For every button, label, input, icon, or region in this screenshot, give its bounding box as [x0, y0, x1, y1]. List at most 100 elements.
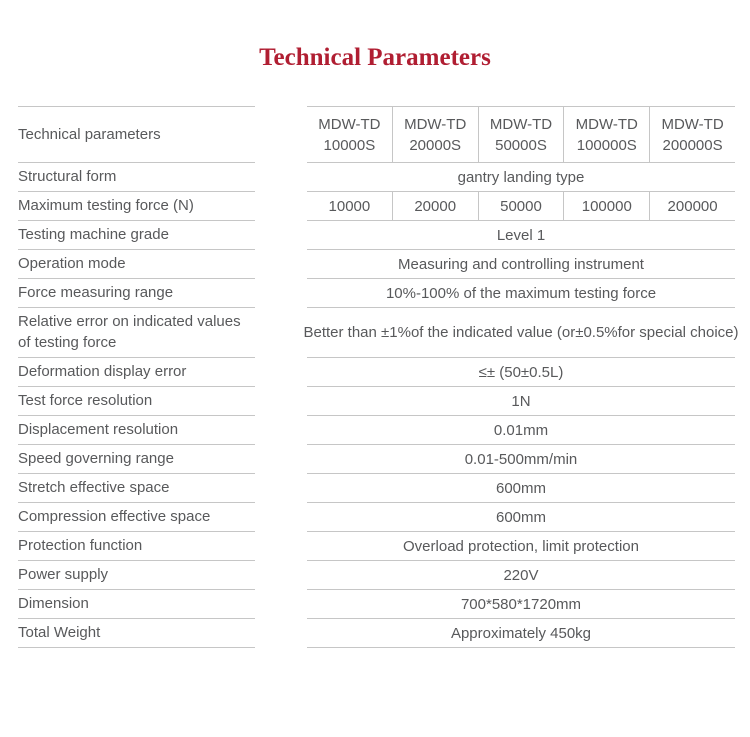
model-column-header: MDW-TD 10000S: [307, 107, 393, 162]
column-gap: [255, 106, 307, 163]
row-label: Protection function: [18, 532, 255, 561]
row-label: Test force resolution: [18, 387, 255, 416]
column-gap: [255, 416, 307, 445]
row-label: Force measuring range: [18, 279, 255, 308]
spec-row: Structural form gantry landing type: [18, 163, 735, 192]
row-value: ≤± (50±0.5L): [307, 358, 735, 387]
row-value-text: 0.01-500mm/min: [464, 450, 578, 468]
table-header-row: Technical parameters MDW-TD 10000S MDW-TD 2…: [18, 106, 735, 163]
row-label: Deformation display error: [18, 358, 255, 387]
spec-row: Power supply 220V: [18, 561, 735, 590]
model-number-text: 10000S: [323, 136, 376, 154]
model-column-header: MDW-TD 200000S: [650, 107, 735, 162]
row-label: Stretch effective space: [18, 474, 255, 503]
row-label: Dimension: [18, 590, 255, 619]
spec-row: Test force resolution 1N: [18, 387, 735, 416]
force-value-cell: 200000: [667, 197, 718, 215]
table-corner-label: Technical parameters: [18, 106, 255, 163]
row-value: Overload protection, limit protection: [307, 532, 735, 561]
row-label: Operation mode: [18, 250, 255, 279]
model-series-text: MDW-TD: [575, 115, 638, 133]
force-value-cell: 50000: [479, 192, 565, 220]
spec-row: Testing machine grade Level 1: [18, 221, 735, 250]
row-value: 600mm: [307, 503, 735, 532]
column-gap: [255, 590, 307, 619]
spec-row: Maximum testing force (N) 10000 20000 50000…: [18, 192, 735, 221]
page-title: Technical Parameters: [259, 44, 491, 71]
column-gap: [255, 619, 307, 648]
row-value-text: 10%-100% of the maximum testing force: [385, 284, 657, 302]
row-value-text: 0.01mm: [493, 421, 549, 439]
model-columns-header: MDW-TD 10000S MDW-TD 20000S MDW-TD 50000S MDW-…: [307, 106, 735, 163]
force-value-cell: 20000: [393, 192, 479, 220]
row-value-text: Overload protection, limit protection: [403, 537, 639, 555]
row-value: Better than ±1%of the indicated value (o…: [303, 308, 739, 358]
row-value: gantry landing type: [307, 163, 735, 192]
model-column-header: MDW-TD 20000S: [393, 107, 479, 162]
row-value: Measuring and controlling instrument: [307, 250, 735, 279]
row-value-text: Level 1: [496, 226, 546, 244]
column-gap: [255, 387, 307, 416]
spec-row: Compression effective space 600mm: [18, 503, 735, 532]
row-label: Speed governing range: [18, 445, 255, 474]
row-value-text: Approximately 450kg: [450, 624, 592, 642]
column-gap: [255, 279, 307, 308]
row-value-text: Measuring and controlling instrument: [398, 255, 644, 273]
column-gap: [255, 308, 307, 358]
spec-row: Protection function Overload protection, …: [18, 532, 735, 561]
row-value-text: 700*580*1720mm: [460, 595, 582, 613]
model-series-text: MDW-TD: [489, 115, 553, 133]
row-value: Level 1: [307, 221, 735, 250]
model-number-text: 200000S: [662, 136, 723, 154]
row-label: Power supply: [18, 561, 255, 590]
spec-row: Dimension 700*580*1720mm: [18, 590, 735, 619]
spec-row: Force measuring range 10%-100% of the max…: [18, 279, 735, 308]
spec-row: Speed governing range 0.01-500mm/min: [18, 445, 735, 474]
row-label: Displacement resolution: [18, 416, 255, 445]
spec-row: Deformation display error ≤± (50±0.5L): [18, 358, 735, 387]
column-gap: [255, 445, 307, 474]
page: Technical Parameters Technical parameter…: [0, 44, 750, 648]
row-label: Maximum testing force (N): [18, 192, 255, 221]
row-value-text: ≤± (50±0.5L): [478, 363, 564, 381]
row-value: 0.01mm: [307, 416, 735, 445]
spec-row: Stretch effective space 600mm: [18, 474, 735, 503]
row-value: 700*580*1720mm: [307, 590, 735, 619]
spec-row: Total Weight Approximately 450kg: [18, 619, 735, 648]
row-value: 600mm: [307, 474, 735, 503]
row-label: Compression effective space: [18, 503, 255, 532]
model-series-text: MDW-TD: [318, 115, 381, 133]
technical-parameters-table: Technical parameters MDW-TD 10000S MDW-TD 2…: [18, 106, 739, 648]
table-body: Structural form gantry landing type Maximu…: [18, 163, 739, 648]
row-label: Structural form: [18, 163, 255, 192]
row-value-text: Better than ±1%of the indicated value (o…: [303, 324, 739, 341]
row-value-text: 600mm: [495, 479, 547, 497]
force-value-cell: 10000: [307, 192, 393, 220]
column-gap: [255, 474, 307, 503]
spec-row: Relative error on indicated values of te…: [18, 308, 739, 358]
column-gap: [255, 561, 307, 590]
model-column-header: MDW-TD 50000S: [479, 107, 565, 162]
row-value: 220V: [307, 561, 735, 590]
row-value: 1N: [307, 387, 735, 416]
row-value: 0.01-500mm/min: [307, 445, 735, 474]
row-value-text: 1N: [511, 392, 531, 410]
row-value-text: gantry landing type: [457, 168, 585, 186]
column-gap: [255, 221, 307, 250]
model-column-header: MDW-TD 100000S: [564, 107, 651, 162]
spec-row: Operation mode Measuring and controlling …: [18, 250, 735, 279]
model-number-text: 100000S: [576, 136, 637, 154]
row-label: Testing machine grade: [18, 221, 255, 250]
model-series-text: MDW-TD: [404, 115, 467, 133]
model-number-text: 20000S: [409, 136, 462, 154]
row-value: 10%-100% of the maximum testing force: [307, 279, 735, 308]
column-gap: [255, 163, 307, 192]
spec-row: Displacement resolution 0.01mm: [18, 416, 735, 445]
column-gap: [255, 192, 307, 221]
column-gap: [255, 532, 307, 561]
row-values: 10000 20000 50000 100000 200000: [307, 192, 735, 221]
row-label: Total Weight: [18, 619, 255, 648]
model-series-text: MDW-TD: [661, 115, 724, 133]
row-value: Approximately 450kg: [307, 619, 735, 648]
row-value-text: 600mm: [495, 508, 547, 526]
